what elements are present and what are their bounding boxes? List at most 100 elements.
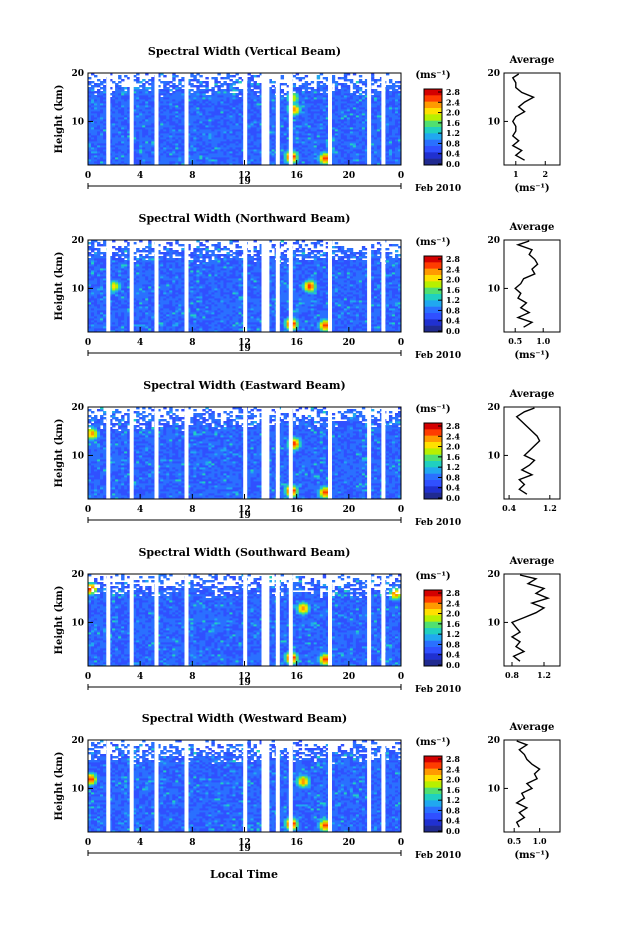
heatmap-cell xyxy=(334,115,339,118)
heatmap-cell xyxy=(352,135,357,138)
heatmap-cell xyxy=(217,127,221,130)
heatmap-cell xyxy=(103,117,107,120)
heatmap-cell xyxy=(175,149,179,152)
heatmap-cell xyxy=(193,161,197,164)
heatmap-cell xyxy=(118,159,122,162)
heatmap-cell xyxy=(268,103,272,106)
heatmap-cell xyxy=(88,107,92,110)
heatmap-cell xyxy=(364,103,369,106)
heatmap-cell xyxy=(103,163,107,166)
heatmap-cell xyxy=(172,73,176,76)
heatmap-cell xyxy=(373,153,378,156)
heatmap-cell xyxy=(109,143,113,146)
heatmap-cell xyxy=(241,97,245,100)
heatmap-cell xyxy=(247,133,251,136)
heatmap-cell xyxy=(373,115,378,118)
heatmap-cell xyxy=(217,159,221,162)
heatmap-cell xyxy=(346,137,351,140)
heatmap-cell xyxy=(322,85,327,88)
heatmap-cell xyxy=(241,163,245,166)
heatmap-cell xyxy=(142,111,146,114)
colorbar-segment xyxy=(424,95,442,102)
heatmap-cell xyxy=(352,111,357,114)
heatmap-cell xyxy=(343,149,348,152)
heatmap-cell xyxy=(142,107,146,110)
heatmap-cell xyxy=(307,127,312,130)
heatmap-cell xyxy=(241,139,245,142)
heatmap-cell xyxy=(121,139,125,142)
heatmap-cell xyxy=(325,89,330,92)
heatmap-cell xyxy=(256,153,260,156)
heatmap-cell xyxy=(397,328,402,331)
heatmap-cell xyxy=(355,135,360,138)
heatmap-cell xyxy=(331,91,336,94)
heatmap-cell xyxy=(322,121,327,124)
heatmap-cell xyxy=(256,326,260,329)
heatmap-cell xyxy=(352,91,357,94)
heatmap-cell xyxy=(193,85,197,88)
heatmap-cell xyxy=(301,77,306,80)
heatmap-cell xyxy=(121,163,125,166)
heatmap-cell xyxy=(151,111,155,114)
heatmap-cell xyxy=(370,131,375,134)
heatmap-cell xyxy=(115,119,119,122)
heatmap-cell xyxy=(259,141,263,144)
heatmap-cell xyxy=(103,119,107,122)
heatmap-cell xyxy=(301,101,306,104)
heatmap-cell xyxy=(211,131,215,134)
heatmap-cell xyxy=(142,87,146,90)
heatmap-cell xyxy=(388,93,393,96)
heatmap-cell xyxy=(109,87,113,90)
heatmap-cell xyxy=(238,326,242,329)
heatmap-cell xyxy=(127,115,131,118)
heatmap-cell xyxy=(199,113,203,116)
heatmap-cell xyxy=(322,93,327,96)
heatmap-cell xyxy=(133,149,137,152)
heatmap-cell xyxy=(169,89,173,92)
heatmap-cell xyxy=(112,141,116,144)
heatmap-cell xyxy=(256,129,260,132)
heatmap-cell xyxy=(202,125,206,128)
heatmap-cell xyxy=(388,157,393,160)
heatmap-cell xyxy=(337,324,342,327)
heatmap-cell xyxy=(127,107,131,110)
heatmap-cell xyxy=(181,123,185,126)
heatmap-cell xyxy=(220,109,224,112)
heatmap-cell xyxy=(301,113,306,116)
heatmap-cell xyxy=(376,324,381,327)
heatmap-cell xyxy=(340,117,345,120)
heatmap-cell xyxy=(199,159,203,162)
heatmap-cell xyxy=(361,91,366,94)
heatmap-cell xyxy=(325,125,330,128)
heatmap-cell xyxy=(358,95,363,98)
heatmap-cell xyxy=(310,324,315,327)
heatmap-cell xyxy=(247,159,251,162)
heatmap-cell xyxy=(217,151,221,154)
heatmap-cell xyxy=(322,115,327,118)
heatmap-cell xyxy=(196,147,200,150)
heatmap-cell xyxy=(313,105,318,108)
heatmap-cell xyxy=(280,129,285,132)
heatmap-cell xyxy=(100,145,104,148)
heatmap-cell xyxy=(208,330,212,333)
heatmap-cell xyxy=(304,159,309,162)
heatmap-cell xyxy=(196,91,200,94)
heatmap-cell xyxy=(91,135,95,138)
heatmap-cell xyxy=(211,105,215,108)
heatmap-cell xyxy=(334,87,339,90)
heatmap-cell xyxy=(247,107,251,110)
heatmap-cell xyxy=(232,125,236,128)
heatmap-cell xyxy=(94,149,98,152)
heatmap-cell xyxy=(253,105,257,108)
heatmap-cell xyxy=(211,328,215,331)
heatmap-cell xyxy=(127,139,131,142)
heatmap-cell xyxy=(112,81,116,84)
heatmap-cell xyxy=(370,137,375,140)
heatmap-cell xyxy=(220,93,224,96)
heatmap-cell xyxy=(226,145,230,148)
heatmap-cell xyxy=(160,139,164,142)
heatmap-cell xyxy=(217,129,221,132)
heatmap-cell xyxy=(313,123,318,126)
heatmap-cell xyxy=(319,109,324,112)
heatmap-cell xyxy=(211,157,215,160)
